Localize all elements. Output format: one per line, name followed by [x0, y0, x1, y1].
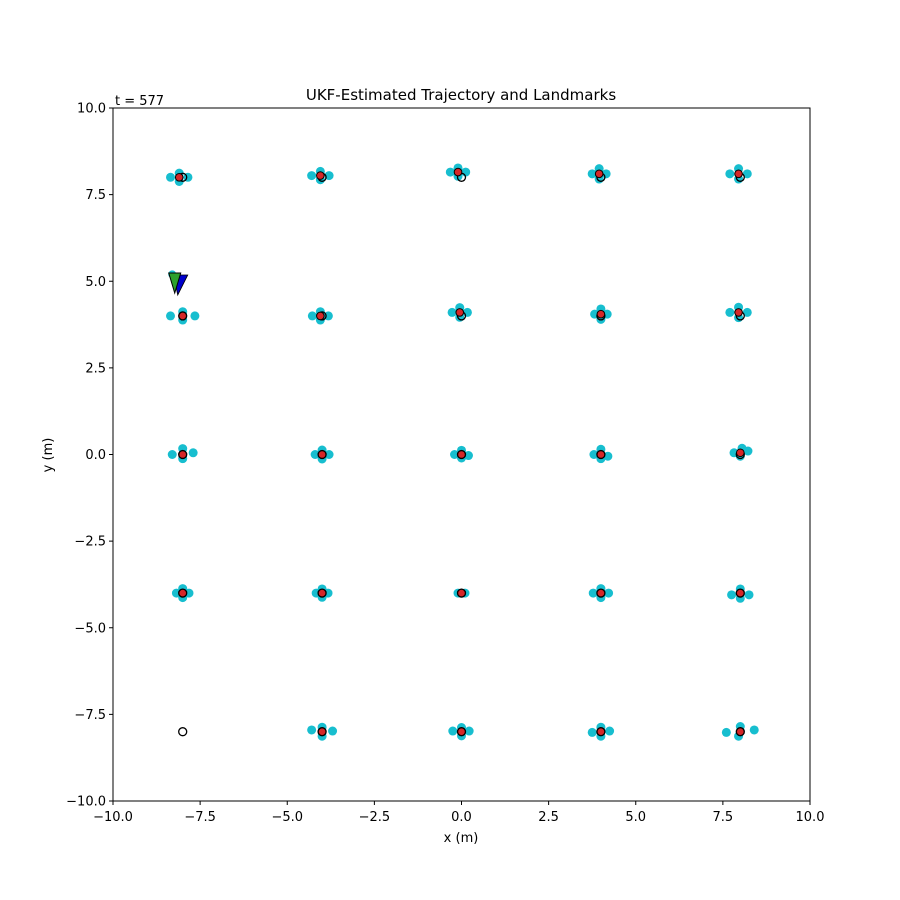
y-tick-label: −5.0: [74, 621, 106, 636]
sigma-point: [190, 311, 200, 321]
estimated-landmark-point: [457, 450, 466, 459]
estimated-landmark-point: [316, 171, 325, 180]
sigma-point: [310, 450, 320, 459]
estimated-landmark-point: [317, 450, 327, 459]
sigma-point: [445, 167, 455, 177]
sigma-point: [587, 727, 597, 737]
estimated-landmark-point: [453, 167, 463, 177]
time-annotation: t = 577: [115, 94, 164, 109]
x-tick-label: 0.0: [451, 810, 472, 825]
estimated-landmark-point: [736, 727, 745, 737]
sigma-point: [307, 725, 317, 735]
sigma-point: [464, 726, 474, 736]
estimated-landmark-point: [734, 169, 743, 179]
x-tick-label: −2.5: [359, 810, 391, 825]
x-tick-label: 2.5: [538, 810, 559, 825]
y-tick-label: 2.5: [85, 361, 106, 376]
estimated-landmark-point: [596, 450, 606, 459]
estimated-landmark-point: [317, 588, 327, 598]
x-tick-label: −5.0: [271, 810, 303, 825]
sigma-point: [744, 590, 754, 600]
y-tick-label: −7.5: [74, 708, 106, 723]
sigma-point: [167, 450, 177, 459]
sigma-point: [328, 726, 338, 736]
y-tick-label: 0.0: [85, 448, 106, 463]
y-tick-label: 10.0: [77, 102, 106, 117]
x-tick-label: −10.0: [93, 810, 133, 825]
sigma-point: [450, 450, 460, 459]
x-axis-label: x (m): [444, 831, 479, 846]
estimated-landmark-point: [457, 588, 466, 598]
sigma-point: [605, 726, 615, 736]
estimated-landmark-point: [178, 311, 187, 321]
y-axis-label: y (m): [41, 438, 56, 473]
y-tick-label: −10.0: [66, 795, 106, 810]
estimated-landmark-point: [457, 727, 466, 737]
sigma-point: [742, 307, 752, 317]
sigma-point: [166, 172, 176, 182]
sigma-point: [307, 311, 317, 321]
estimated-landmark-point: [316, 311, 325, 321]
y-tick-label: −2.5: [74, 535, 106, 550]
estimated-landmark-point: [594, 169, 604, 179]
sigma-point: [166, 311, 176, 321]
estimated-landmark-point: [596, 727, 606, 737]
sigma-point: [324, 171, 334, 181]
x-tick-label: −7.5: [184, 810, 216, 825]
sigma-point: [601, 169, 611, 179]
estimated-landmark-point: [455, 308, 465, 317]
sigma-point: [324, 450, 334, 459]
estimated-landmark-point: [596, 588, 606, 598]
sigma-point: [587, 169, 597, 179]
sigma-point: [188, 448, 198, 458]
sigma-point: [749, 725, 759, 735]
sigma-point: [448, 726, 458, 736]
y-tick-label: 7.5: [85, 188, 106, 203]
sigma-point: [721, 727, 731, 737]
x-tick-label: 10.0: [796, 810, 825, 825]
robot-estimate-marker: [168, 272, 182, 295]
sigma-point: [461, 167, 471, 177]
plot-area: [166, 163, 759, 741]
estimated-landmark-point: [734, 308, 743, 317]
sigma-point: [589, 450, 599, 459]
x-axis: −10.0 −7.5 −5.0 −2.5 0.0 2.5 5.0 7.5 10.0: [93, 801, 824, 825]
sigma-point: [725, 307, 735, 317]
sigma-point: [727, 590, 737, 600]
estimated-landmark-point: [178, 450, 187, 459]
y-tick-label: 5.0: [85, 275, 106, 290]
sigma-point: [447, 307, 457, 317]
estimated-landmark-point: [736, 588, 745, 598]
sigma-point: [588, 588, 598, 598]
sigma-point: [725, 169, 735, 179]
x-tick-label: 5.0: [625, 810, 646, 825]
sigma-point: [463, 451, 473, 461]
estimated-landmark-point: [174, 173, 184, 182]
x-tick-label: 7.5: [713, 810, 734, 825]
estimated-landmark-point: [317, 727, 327, 737]
estimated-landmark-point: [178, 588, 187, 598]
sigma-point: [307, 171, 317, 181]
true-landmark-point: [178, 727, 188, 737]
chart-title: UKF-Estimated Trajectory and Landmarks: [306, 86, 616, 104]
estimated-landmark-point: [596, 309, 606, 319]
sigma-point: [604, 588, 614, 598]
y-axis: −10.0 −7.5 −5.0 −2.5 0.0 2.5 5.0 7.5 10.0: [66, 102, 113, 810]
sigma-point: [603, 451, 613, 461]
sigma-point: [742, 169, 752, 179]
estimated-landmark-point: [736, 448, 745, 458]
